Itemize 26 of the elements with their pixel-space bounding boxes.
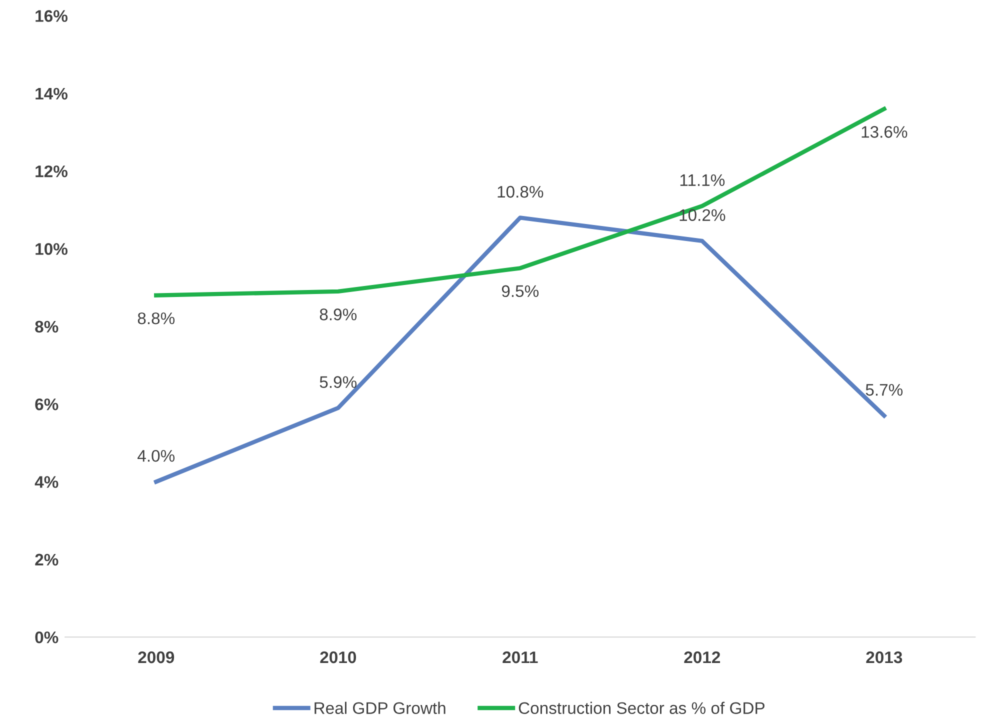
- y-tick-label: 8%: [35, 320, 58, 333]
- data-label: 11.1%: [680, 174, 725, 186]
- data-label: 8.8%: [138, 312, 175, 324]
- data-label: 4.0%: [138, 450, 175, 462]
- y-tick-label: 4%: [34, 476, 58, 488]
- y-tick-label: 0%: [35, 631, 58, 644]
- y-tick-label: 14%: [36, 88, 68, 100]
- data-label: 13.6%: [862, 126, 908, 138]
- legend-label: Real GDP Growth: [314, 702, 446, 714]
- data-label: 5.9%: [320, 376, 357, 388]
- data-label: 8.9%: [320, 308, 357, 320]
- y-tick-label: 10%: [36, 243, 68, 255]
- y-tick-label: 6%: [35, 398, 58, 410]
- data-label: 9.5%: [502, 285, 539, 298]
- data-label: 10.8%: [498, 186, 544, 198]
- y-tick-label: 2%: [35, 554, 58, 566]
- x-tick-label: 2011: [502, 651, 538, 664]
- data-label: 10.2%: [680, 209, 726, 222]
- y-tick-label: 16%: [36, 10, 68, 22]
- data-label: 5.7%: [866, 384, 903, 396]
- x-tick-label: 2009: [138, 651, 174, 664]
- x-tick-label: 2012: [684, 651, 720, 664]
- x-tick-label: 2013: [866, 651, 902, 664]
- x-tick-label: 2010: [320, 651, 356, 664]
- legend-label: Construction Sector as % of GDP: [518, 702, 764, 714]
- y-tick-label: 12%: [36, 165, 68, 178]
